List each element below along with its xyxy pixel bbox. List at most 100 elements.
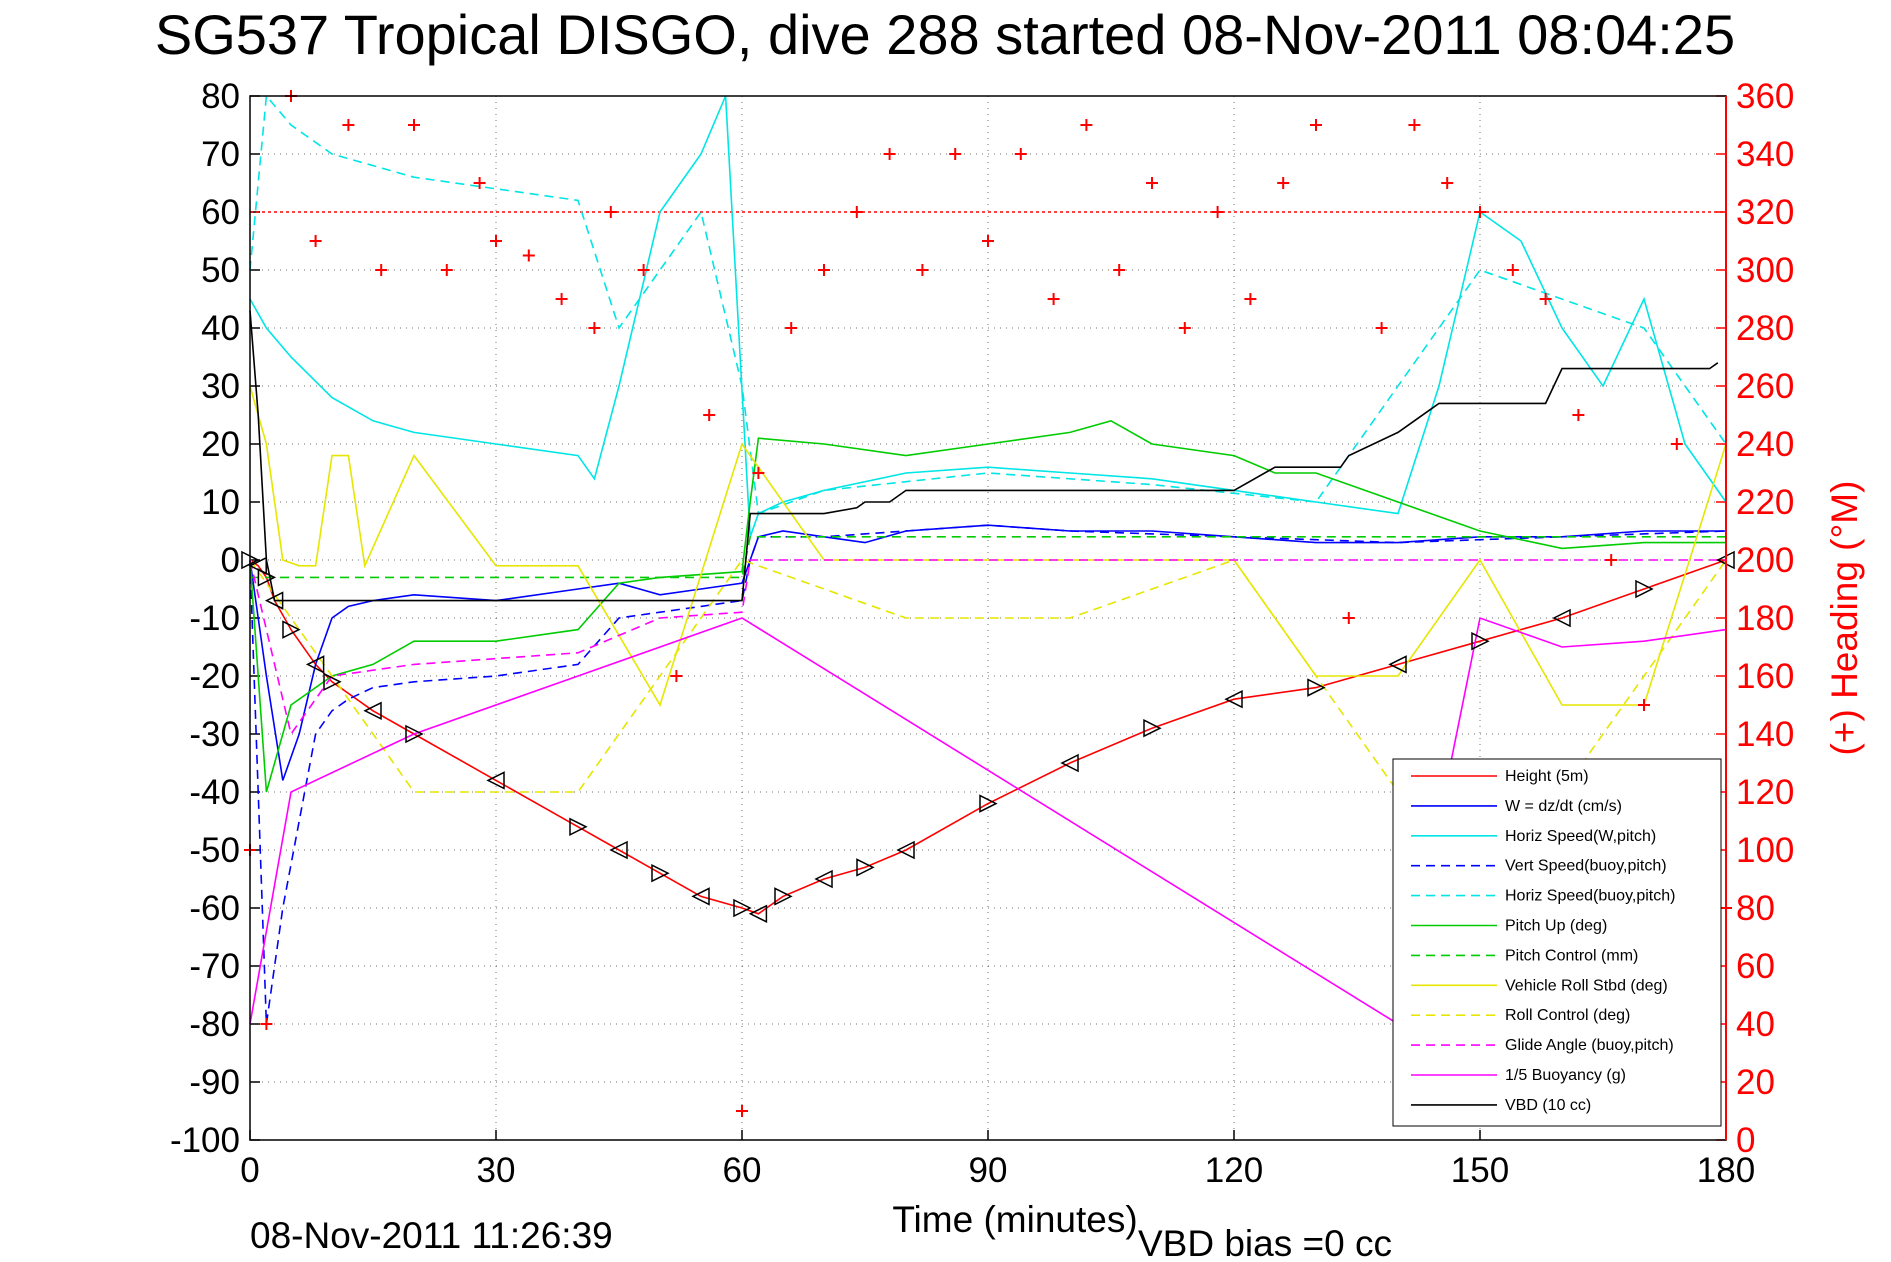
heading-point [342, 119, 355, 131]
series-horiz-speed-w-pitch [249, 95, 1727, 538]
y-left-tick-label: -80 [189, 1005, 240, 1044]
heading-point [1670, 438, 1683, 450]
y-left-tick-label: -20 [189, 657, 240, 696]
heading-point [752, 467, 765, 479]
y-right-tick-label: 60 [1736, 947, 1775, 986]
height-marker [1224, 689, 1243, 709]
x-axis-ticks: 0 30 60 90 120 150 180 [240, 1130, 1755, 1190]
y-right-tick-label: 240 [1736, 425, 1794, 464]
height-marker [691, 887, 710, 906]
heading-point [473, 177, 486, 189]
heading-point [982, 235, 994, 247]
y-left-tick-label: 10 [201, 483, 240, 522]
y-right-tick-label: 0 [1736, 1121, 1755, 1160]
height-marker [1471, 631, 1490, 651]
height-marker [896, 840, 915, 860]
heading-point [1539, 293, 1552, 305]
legend-box [1392, 758, 1722, 1127]
heading-point [1146, 177, 1158, 189]
height-marker [1143, 718, 1162, 738]
heading-point [1310, 119, 1322, 131]
y-right-tick-label: 200 [1736, 541, 1794, 580]
heading-point [703, 409, 716, 421]
heading-point [785, 322, 798, 334]
legend-label: Vert Speed(buoy,pitch) [1505, 858, 1667, 875]
y-right-tick-label: 340 [1736, 135, 1794, 174]
y-left-tick-label: -60 [189, 889, 240, 928]
heading-point [1113, 264, 1126, 276]
y-left-tick-label: 0 [221, 541, 240, 580]
y-left-tick-label: -100 [170, 1121, 240, 1160]
y-right-tick-label: 20 [1736, 1063, 1775, 1102]
y-right-tick-label: 140 [1736, 715, 1794, 754]
height-marker [979, 794, 998, 813]
y-left-tick-label: 80 [201, 77, 240, 116]
x-tick-label: 0 [240, 1151, 259, 1190]
height-marker [323, 672, 342, 692]
height-marker [748, 904, 768, 924]
x-tick-label: 150 [1451, 1151, 1509, 1190]
series-glide-angle-buoy-pitch [249, 559, 1726, 736]
height-marker [405, 724, 424, 744]
y-left-tick-label: 40 [201, 309, 240, 348]
heading-point [637, 264, 650, 276]
heading-point [1244, 293, 1257, 305]
y-left-tick-label: 30 [201, 367, 240, 406]
heading-point [818, 264, 830, 276]
height-marker [569, 817, 588, 837]
heading-point [522, 249, 535, 262]
y-left-tick-label: -70 [189, 947, 240, 986]
legend-label: Pitch Control (mm) [1505, 947, 1638, 964]
legend-label: Horiz Speed(W,pitch) [1505, 828, 1656, 845]
y-right-tick-label: 100 [1736, 831, 1794, 870]
heading-point [490, 235, 502, 247]
heading-point [1605, 554, 1618, 566]
y-right-tick-label: 160 [1736, 657, 1794, 696]
heading-point [1277, 177, 1290, 189]
footer-timestamp: 08-Nov-2011 11:26:39 [250, 1215, 613, 1256]
series-1-5-buoyancy-g [249, 616, 1727, 1026]
heading-point [1342, 612, 1355, 624]
series-vert-speed-buoy-pitch [249, 524, 1727, 1025]
heading-point [736, 1105, 748, 1117]
height-marker [651, 863, 670, 883]
y-left-tick-label: 50 [201, 251, 240, 290]
y-axis-right-label: (+) Heading (°M) [1824, 481, 1865, 756]
series-vehicle-roll-stbd-deg [249, 385, 1727, 707]
legend-label: W = dz/dt (cm/s) [1505, 798, 1622, 815]
y-right-tick-label: 260 [1736, 367, 1794, 406]
heading-point [1408, 119, 1421, 131]
height-marker [1388, 655, 1407, 674]
legend-label: VBD (10 cc) [1505, 1097, 1591, 1114]
heading-point [1047, 293, 1060, 305]
heading-point [949, 148, 962, 160]
heading-point [1080, 119, 1093, 131]
heading-point [408, 119, 420, 131]
height-marker [257, 568, 277, 587]
y-axis-left-ticks: 80 70 60 50 40 30 20 10 0 -10 -20 -30 -40 -50 -60 -70 -8… [170, 77, 260, 1160]
legend-label: Horiz Speed(buoy,pitch) [1505, 888, 1675, 905]
heading-point [1638, 699, 1650, 711]
series-pitch-up-deg [249, 419, 1726, 793]
legend-label: Vehicle Roll Stbd (deg) [1505, 977, 1668, 994]
y-right-tick-label: 40 [1736, 1005, 1775, 1044]
x-tick-label: 90 [969, 1151, 1008, 1190]
x-tick-label: 180 [1697, 1151, 1755, 1190]
y-right-tick-label: 360 [1736, 77, 1794, 116]
heading-point [260, 1018, 273, 1030]
heading-point [883, 148, 896, 160]
heading-point [1375, 322, 1388, 334]
chart-title: SG537 Tropical DISGO, dive 288 started 0… [155, 3, 1735, 66]
y-axis-right-ticks: 3603403203002802602402202001801601401201… [1716, 77, 1794, 1160]
legend-label: Height (5m) [1505, 768, 1589, 785]
heading-point [1474, 206, 1486, 218]
y-right-tick-label: 320 [1736, 193, 1794, 232]
y-left-tick-label: 70 [201, 135, 240, 174]
height-marker [814, 869, 833, 889]
y-left-tick-label: -50 [189, 831, 240, 870]
heading-point [604, 206, 617, 218]
heading-point [375, 264, 388, 276]
heading-point [1211, 206, 1224, 218]
height-marker [1060, 753, 1079, 773]
